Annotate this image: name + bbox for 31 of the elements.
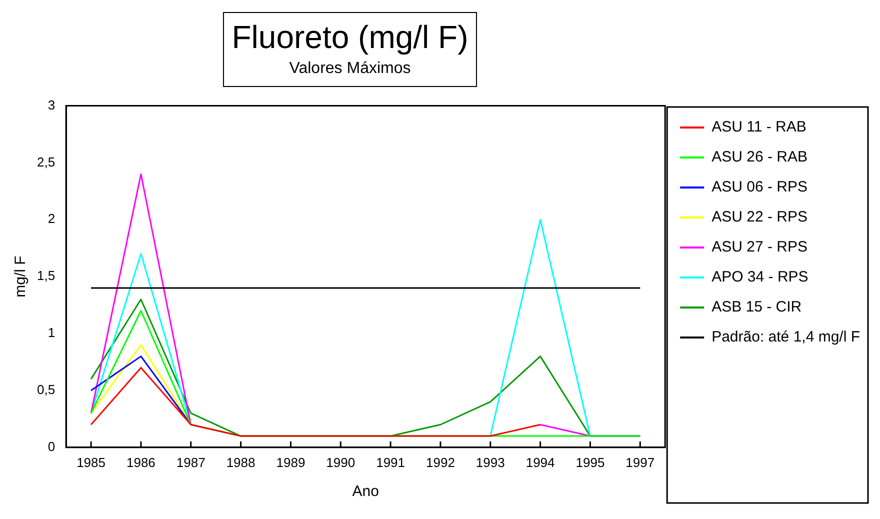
x-tick-label: 1985	[76, 454, 106, 470]
legend-label: Padrão: até 1,4 mg/l F	[712, 328, 860, 346]
y-tick-label: 3	[48, 97, 56, 112]
x-axis-title: Ano	[352, 483, 379, 500]
legend-label: ASU 22 - RPS	[712, 208, 808, 226]
chart-subtitle: Valores Máximos	[288, 60, 412, 78]
legend-label: ASU 27 - RPS	[712, 238, 808, 256]
legend-label: ASU 06 - RPS	[712, 178, 808, 196]
x-tick-label: 1994	[526, 454, 555, 470]
x-tick-label: 1991	[376, 454, 405, 470]
legend-label: APO 34 - RPS	[712, 268, 808, 286]
x-tick-label: 1997	[626, 454, 655, 470]
x-tick-label: 1992	[426, 454, 455, 470]
x-tick-label: 1993	[476, 454, 505, 470]
legend-label: ASU 26 - RAB	[712, 148, 808, 166]
y-tick-label: 1,5	[36, 268, 56, 284]
x-tick-label: 1986	[126, 454, 156, 470]
x-tick-label: 1995	[576, 454, 605, 470]
chart-title: Fluoreto (mg/l F)	[232, 19, 468, 56]
y-tick-label: 1	[48, 325, 56, 340]
y-tick-label: 2,5	[36, 154, 56, 170]
x-tick-label: 1990	[326, 454, 356, 470]
legend-label: ASB 15 - CIR	[712, 298, 802, 316]
x-tick-label: 1987	[176, 454, 206, 470]
x-tick-label: 1989	[276, 454, 306, 470]
y-tick-label: 2	[48, 211, 56, 226]
y-axis-title: mg/l F	[12, 256, 30, 298]
legend-label: ASU 11 - RAB	[712, 118, 806, 136]
y-tick-label: 0,5	[36, 382, 56, 398]
x-tick-label: 1988	[226, 454, 256, 470]
y-tick-label: 0	[48, 438, 56, 454]
